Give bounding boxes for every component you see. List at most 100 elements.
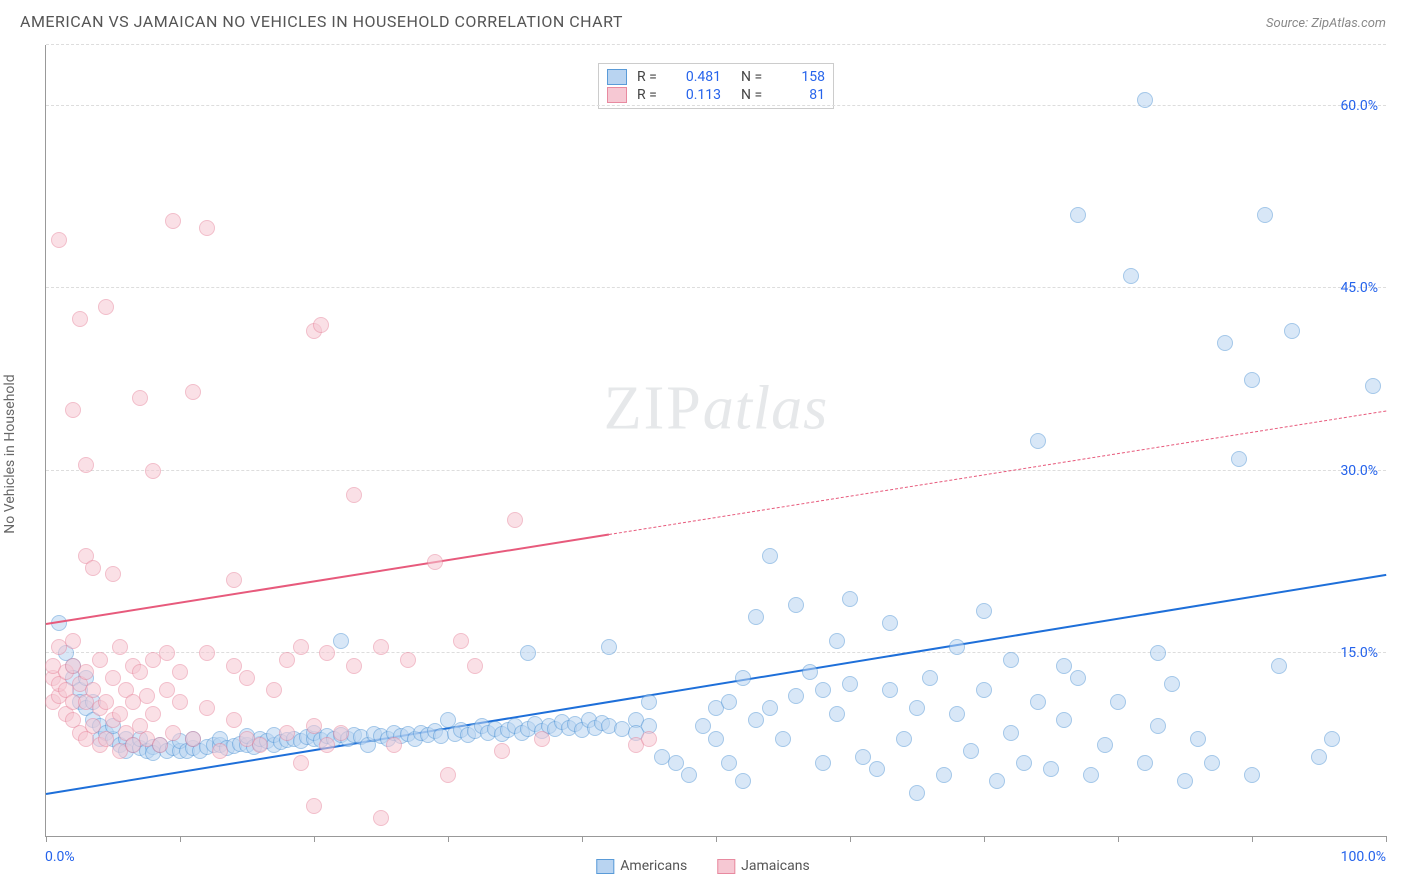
data-point bbox=[266, 682, 282, 698]
watermark-zip: ZIP bbox=[604, 374, 703, 442]
data-point bbox=[922, 670, 938, 686]
data-point bbox=[1070, 670, 1086, 686]
data-point bbox=[1110, 694, 1126, 710]
data-point bbox=[319, 645, 335, 661]
data-point bbox=[346, 487, 362, 503]
data-point bbox=[1056, 712, 1072, 728]
data-point bbox=[293, 755, 309, 771]
data-point bbox=[1070, 207, 1086, 223]
legend-label: Americans bbox=[620, 858, 687, 874]
data-point bbox=[721, 755, 737, 771]
data-point bbox=[1244, 372, 1260, 388]
data-point bbox=[185, 384, 201, 400]
data-point bbox=[72, 311, 88, 327]
x-tick bbox=[1252, 836, 1253, 842]
data-point bbox=[1217, 335, 1233, 351]
gridline bbox=[46, 287, 1386, 288]
watermark-atlas: atlas bbox=[703, 374, 829, 442]
data-point bbox=[453, 633, 469, 649]
data-point bbox=[695, 718, 711, 734]
data-point bbox=[641, 694, 657, 710]
data-point bbox=[1231, 451, 1247, 467]
legend-item: Americans bbox=[596, 858, 687, 874]
data-point bbox=[748, 712, 764, 728]
data-point bbox=[85, 560, 101, 576]
data-point bbox=[165, 213, 181, 229]
data-point bbox=[386, 737, 402, 753]
data-point bbox=[949, 639, 965, 655]
data-point bbox=[601, 639, 617, 655]
x-tick bbox=[1118, 836, 1119, 842]
data-point bbox=[139, 688, 155, 704]
y-axis-label: No Vehicles in Household bbox=[2, 374, 18, 533]
data-point bbox=[1016, 755, 1032, 771]
data-point bbox=[641, 731, 657, 747]
data-point bbox=[534, 731, 550, 747]
legend-stats-row: R =0.481N =158 bbox=[607, 68, 825, 86]
data-point bbox=[976, 682, 992, 698]
data-point bbox=[65, 402, 81, 418]
x-tick bbox=[46, 836, 47, 842]
data-point bbox=[105, 670, 121, 686]
data-point bbox=[159, 645, 175, 661]
x-tick bbox=[850, 836, 851, 842]
data-point bbox=[869, 761, 885, 777]
data-point bbox=[1257, 207, 1273, 223]
data-point bbox=[1123, 268, 1139, 284]
data-point bbox=[152, 737, 168, 753]
data-point bbox=[212, 743, 228, 759]
chart-title: AMERICAN VS JAMAICAN NO VEHICLES IN HOUS… bbox=[20, 12, 623, 31]
data-point bbox=[909, 700, 925, 716]
data-point bbox=[1043, 761, 1059, 777]
data-point bbox=[319, 737, 335, 753]
data-point bbox=[909, 785, 925, 801]
legend-swatch bbox=[717, 859, 735, 874]
x-tick bbox=[314, 836, 315, 842]
plot-area: ZIPatlas R =0.481N =158R =0.113N =81 15.… bbox=[45, 45, 1386, 837]
data-point bbox=[293, 639, 309, 655]
data-point bbox=[199, 220, 215, 236]
data-point bbox=[333, 633, 349, 649]
data-point bbox=[1150, 718, 1166, 734]
legend-swatch bbox=[596, 859, 614, 874]
gridline bbox=[46, 470, 1386, 471]
data-point bbox=[1083, 767, 1099, 783]
data-point bbox=[333, 725, 349, 741]
data-point bbox=[51, 232, 67, 248]
data-point bbox=[896, 731, 912, 747]
data-point bbox=[842, 591, 858, 607]
x-tick bbox=[1386, 836, 1387, 842]
data-point bbox=[306, 718, 322, 734]
data-point bbox=[788, 688, 804, 704]
data-point bbox=[132, 390, 148, 406]
data-point bbox=[748, 609, 764, 625]
data-point bbox=[346, 658, 362, 674]
data-point bbox=[842, 676, 858, 692]
data-point bbox=[92, 652, 108, 668]
data-point bbox=[762, 548, 778, 564]
x-tick bbox=[180, 836, 181, 842]
data-point bbox=[467, 658, 483, 674]
data-point bbox=[1190, 731, 1206, 747]
data-point bbox=[1056, 658, 1072, 674]
y-tick-label: 45.0% bbox=[1340, 280, 1378, 296]
data-point bbox=[199, 700, 215, 716]
data-point bbox=[976, 603, 992, 619]
data-point bbox=[85, 718, 101, 734]
data-point bbox=[1137, 755, 1153, 771]
data-point bbox=[427, 554, 443, 570]
data-point bbox=[185, 731, 201, 747]
data-point bbox=[882, 682, 898, 698]
data-point bbox=[279, 652, 295, 668]
legend-series: AmericansJamaicans bbox=[596, 858, 809, 874]
trend-line-dashed bbox=[609, 410, 1386, 535]
data-point bbox=[145, 463, 161, 479]
watermark: ZIPatlas bbox=[604, 373, 829, 444]
data-point bbox=[762, 700, 778, 716]
data-point bbox=[1271, 658, 1287, 674]
data-point bbox=[802, 664, 818, 680]
data-point bbox=[112, 639, 128, 655]
data-point bbox=[520, 645, 536, 661]
data-point bbox=[1365, 378, 1381, 394]
data-point bbox=[199, 645, 215, 661]
